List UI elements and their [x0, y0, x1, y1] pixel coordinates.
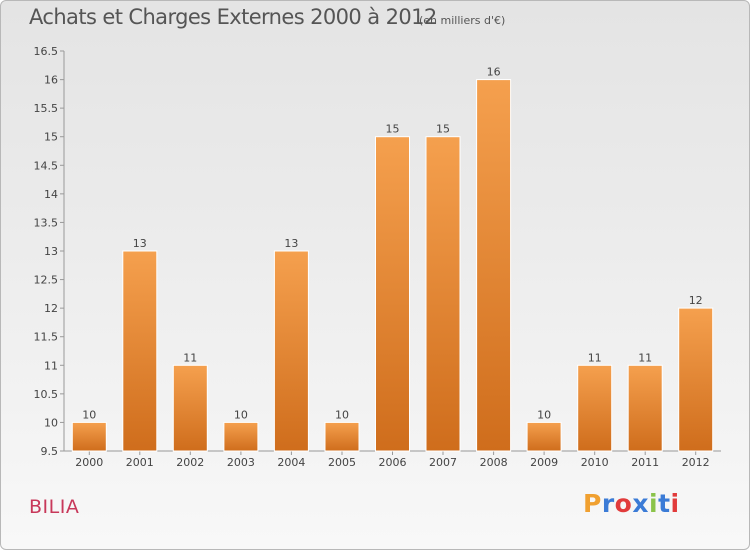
y-tick-label: 10	[44, 416, 58, 429]
y-tick-label: 15	[44, 131, 58, 144]
bar-value-label: 15	[386, 123, 400, 136]
bar-value-label: 10	[335, 408, 349, 421]
bar	[375, 136, 410, 452]
x-tick-label: 2002	[176, 456, 204, 469]
bar	[526, 421, 562, 452]
bar-value-label: 15	[436, 123, 450, 136]
x-tick-label: 2009	[530, 456, 558, 469]
x-tick-label: 2005	[328, 456, 356, 469]
bar	[678, 307, 714, 452]
x-tick-label: 2001	[126, 456, 154, 469]
x-tick-label: 2011	[631, 456, 659, 469]
y-tick-label: 14.5	[34, 159, 59, 172]
chart-unit: (en milliers d'€)	[419, 14, 506, 27]
commune-name: BILIA	[29, 496, 80, 518]
x-tick-label: 2012	[682, 456, 710, 469]
logo-letter: i	[649, 489, 659, 518]
logo-letter: o	[614, 489, 633, 518]
bar	[425, 136, 461, 452]
bar-value-label: 13	[284, 237, 298, 250]
bar-value-label: 12	[689, 294, 703, 307]
data-labels: 10 13 11 10 13 10 15 15 16 10 11 11 12	[82, 66, 702, 422]
logo-letter: r	[601, 489, 615, 518]
x-tick-label: 2007	[429, 456, 457, 469]
y-tick-label: 11.5	[34, 331, 59, 344]
bar	[273, 250, 309, 452]
logo-letter: P	[583, 489, 602, 518]
x-tick-label: 2004	[277, 456, 305, 469]
x-tick-label: 2006	[379, 456, 407, 469]
y-tick-label: 15.5	[34, 102, 59, 115]
bar-value-label: 10	[537, 408, 551, 421]
proxiti-logo[interactable]: Proxiti	[583, 489, 680, 518]
y-tick-label: 13.5	[34, 216, 59, 229]
logo-letter: i	[670, 489, 680, 518]
bar-value-label: 11	[588, 351, 602, 364]
x-tick-label: 2000	[75, 456, 103, 469]
logo-letter: t	[658, 489, 671, 518]
x-tick-label: 2008	[480, 456, 508, 469]
x-tick-label: 2010	[581, 456, 609, 469]
y-tick-label: 12	[44, 302, 58, 315]
bar-value-label: 10	[234, 408, 248, 421]
bar-value-label: 10	[82, 408, 96, 421]
chart-title: Achats et Charges Externes 2000 à 2012	[29, 5, 437, 29]
bar-value-label: 13	[133, 237, 147, 250]
y-tick-label: 16.5	[34, 45, 59, 58]
bar-value-label: 16	[487, 66, 501, 79]
bar-value-label: 11	[638, 351, 652, 364]
y-tick-label: 9.5	[41, 445, 59, 458]
bar	[223, 421, 259, 452]
bar	[627, 364, 663, 452]
bar-value-label: 11	[183, 351, 197, 364]
bar	[172, 364, 208, 452]
bar	[122, 250, 158, 452]
y-tick-label: 11	[44, 359, 58, 372]
bar	[71, 421, 107, 452]
x-tick-label: 2003	[227, 456, 255, 469]
bar	[476, 79, 512, 452]
bar	[324, 421, 360, 452]
bar	[577, 364, 613, 452]
logo-letter: x	[632, 489, 649, 518]
y-tick-label: 10.5	[34, 388, 59, 401]
axes: 9.5 10 10.5 11 11.5 12 12.5 13 13.5 14 14.5 15 15.5 1…	[34, 45, 721, 469]
y-tick-label: 16	[44, 74, 58, 87]
y-tick-label: 12.5	[34, 274, 59, 287]
y-tick-label: 13	[44, 245, 58, 258]
bars	[71, 79, 714, 452]
y-tick-label: 14	[44, 188, 58, 201]
